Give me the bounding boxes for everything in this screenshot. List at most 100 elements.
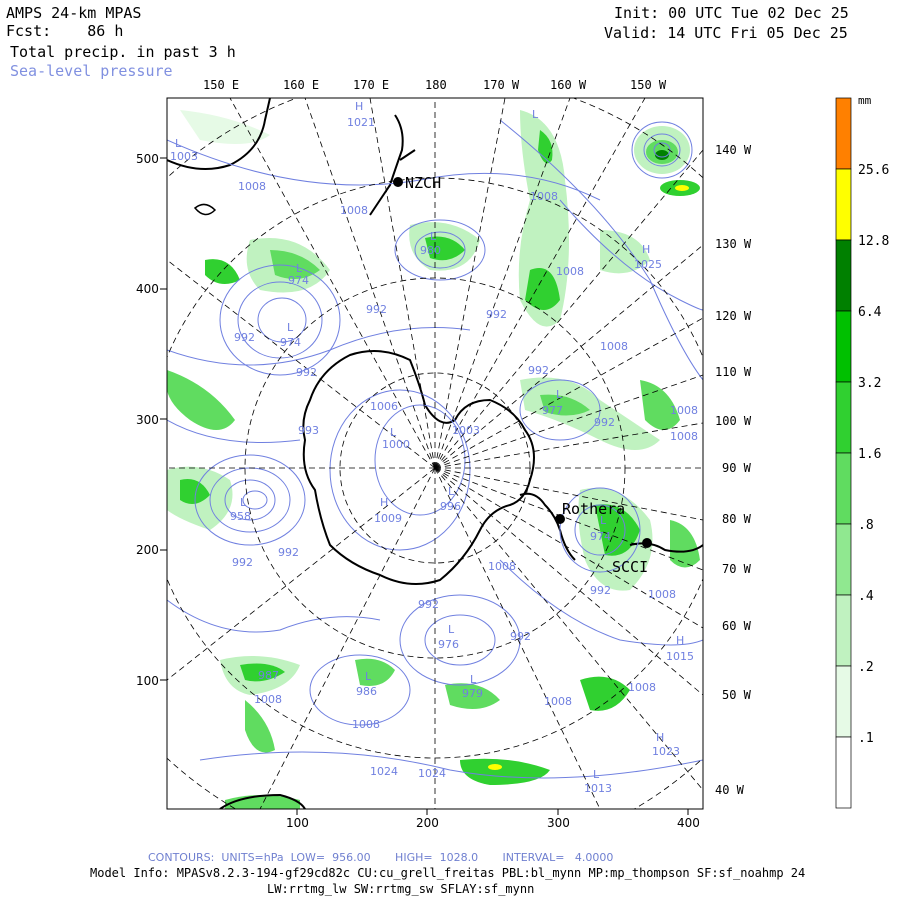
isobar-label: 992	[234, 331, 255, 344]
pressure-center-marker: L	[390, 426, 397, 439]
station-scci-label: SCCI	[612, 558, 648, 576]
isobar-label: 1008	[670, 430, 698, 443]
isobar-label: 977	[542, 404, 563, 417]
station-rothera-dot	[555, 514, 565, 524]
isobar-label: 974	[590, 530, 611, 543]
isobar-label: 992	[510, 630, 531, 643]
isobar-label: 996	[440, 500, 461, 513]
colorbar-swatch	[835, 381, 852, 454]
isobar-label: 958	[230, 510, 251, 523]
pressure-center-marker: H	[656, 731, 664, 744]
isobar-label: 1006	[370, 400, 398, 413]
isobar-label: 992	[278, 546, 299, 559]
antarctic-peninsula	[519, 492, 576, 561]
pressure-center-marker: L	[365, 670, 372, 683]
colorbar-swatch	[835, 239, 852, 312]
overlay-title: Sea-level pressure	[10, 62, 173, 80]
isobar-label: 1008	[254, 693, 282, 706]
top-lon-label: 150 W	[630, 78, 667, 92]
isobar-label: 993	[298, 424, 319, 437]
pressure-labels: 1003 1021 1008 1008 1008 1008 1025 1008 …	[170, 116, 698, 795]
station-nzch-label: NZCH	[405, 174, 441, 192]
isobar-label: 987	[258, 669, 279, 682]
colorbar-swatch	[835, 523, 852, 596]
colorbar-swatch	[835, 168, 852, 241]
isobar-label: 979	[462, 687, 483, 700]
colorbar: mm 25.6 12.8 6.4 3.2 1.6 .8 .4 .2 .1	[835, 94, 889, 809]
colorbar-label: .2	[858, 660, 874, 675]
pressure-center-marker: L	[430, 230, 437, 243]
right-lon-label: 130 W	[715, 237, 752, 251]
isobar-label: 1008	[530, 190, 558, 203]
colorbar-swatch	[835, 452, 852, 525]
bottom-axis: 100 200 300 400	[286, 809, 700, 830]
map-border	[166, 97, 704, 810]
right-lon-label: 60 W	[722, 619, 752, 633]
left-tick-label: 300	[136, 413, 159, 427]
isobar-label: 1008	[670, 404, 698, 417]
isobar-label: 1008	[600, 340, 628, 353]
isobar-label: 1013	[584, 782, 612, 795]
init-time: Init: 00 UTC Tue 02 Dec 25	[614, 4, 849, 22]
isobars	[167, 119, 703, 779]
station-nzch-dot	[393, 177, 403, 187]
model-info-line2: LW:rrtmg_lw SW:rrtmg_sw SFLAY:sf_mynn	[267, 882, 535, 896]
colorbar-swatch	[835, 736, 852, 809]
top-lon-label: 170 W	[483, 78, 520, 92]
pressure-center-marker: L	[448, 485, 455, 498]
top-longitude-labels: 150 E 160 E 170 E 180 170 W 160 W 150 W	[203, 78, 667, 92]
pressure-center-marker: L	[448, 623, 455, 636]
colorbar-label: .1	[858, 731, 874, 746]
colorbar-label: .8	[858, 518, 874, 533]
colorbar-label: 6.4	[858, 305, 882, 320]
isobar-label: 1008	[340, 204, 368, 217]
isobar-label: 992	[486, 308, 507, 321]
right-lon-label: 50 W	[722, 688, 752, 702]
isobar-label: 1008	[544, 695, 572, 708]
isobar-label: 992	[232, 556, 253, 569]
antarctica-coastline	[302, 350, 535, 585]
isobar-label: 974	[280, 336, 301, 349]
pressure-center-marker: L	[296, 262, 303, 275]
isobar-label: 1008	[352, 718, 380, 731]
isobar-label: 1003	[170, 150, 198, 163]
field-title: Total precip. in past 3 h	[10, 43, 236, 61]
isobar-label: 1025	[634, 258, 662, 271]
isobar-label: 1024	[418, 767, 446, 780]
isobar-label: 1008	[556, 265, 584, 278]
forecast-hour: Fcst: 86 h	[6, 22, 124, 40]
isobar-label: 1024	[370, 765, 398, 778]
pressure-center-marker: H	[676, 634, 684, 647]
isobar-label: 992	[296, 366, 317, 379]
station-markers: NZCH Rothera SCCI	[393, 174, 652, 576]
isobar-label: 974	[288, 274, 309, 287]
pressure-center-marker: L	[556, 388, 563, 401]
isobar-label: 976	[438, 638, 459, 651]
new-zealand-coastline	[369, 114, 416, 216]
australia-coastline	[167, 98, 271, 170]
isobar-label: 1008	[238, 180, 266, 193]
top-lon-label: 150 E	[203, 78, 239, 92]
isobar-label: 1015	[666, 650, 694, 663]
bottom-tick-label: 300	[547, 816, 570, 830]
isobar-label: 992	[366, 303, 387, 316]
isobar-label: 1003	[452, 424, 480, 437]
valid-time: Valid: 14 UTC Fri 05 Dec 25	[604, 24, 848, 42]
pressure-center-marker: L	[287, 321, 294, 334]
top-lon-label: 170 E	[353, 78, 389, 92]
top-lon-label: 160 W	[550, 78, 587, 92]
pressure-center-marker: L	[175, 137, 182, 150]
isobar-label: 992	[418, 598, 439, 611]
colorbar-unit: mm	[858, 94, 872, 107]
right-lon-label: 120 W	[715, 309, 752, 323]
pressure-center-marker: L	[240, 496, 247, 509]
station-rothera-label: Rothera	[562, 500, 625, 518]
pressure-center-marker: L	[600, 514, 607, 527]
colorbar-label: 12.8	[858, 234, 889, 249]
colorbar-swatch	[835, 97, 852, 170]
bottom-tick-label: 100	[286, 816, 309, 830]
station-scci-dot	[642, 538, 652, 548]
isobar-label: 1008	[488, 560, 516, 573]
isobar-label: 1021	[347, 116, 375, 129]
